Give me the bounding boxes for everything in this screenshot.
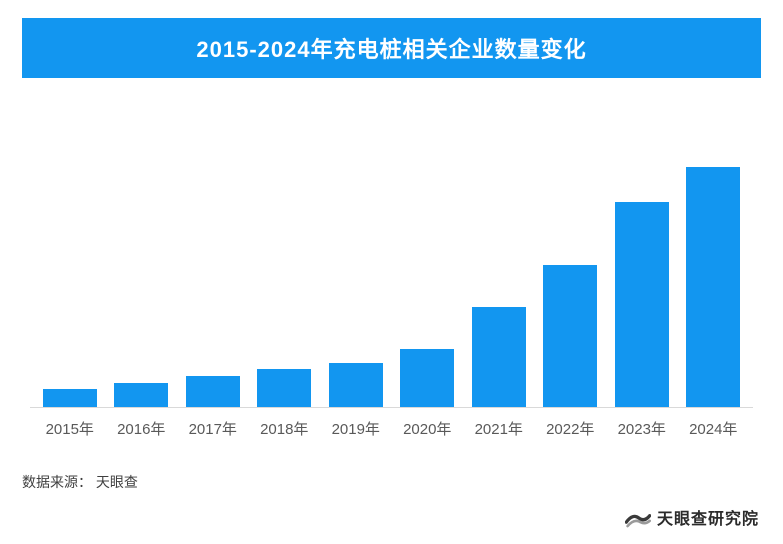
bar [257,369,311,407]
x-axis-label: 2019年 [320,418,392,439]
chart-area: 2015年2016年2017年2018年2019年2020年2021年2022年… [22,108,761,428]
x-axis-label: 2017年 [177,418,249,439]
x-axis-label: 2020年 [392,418,464,439]
brand-watermark: 天眼查研究院 [625,504,759,530]
bar [543,265,597,407]
bar-slot [320,108,392,407]
bar-slot [392,108,464,407]
chart-title-banner: 2015-2024年充电桩相关企业数量变化 [22,18,761,78]
bar-slot [463,108,535,407]
x-axis-label: 2016年 [106,418,178,439]
bar [686,167,740,407]
x-axis-label: 2022年 [535,418,607,439]
x-axis-label: 2021年 [463,418,535,439]
bar-slot [678,108,750,407]
bar [329,363,383,407]
source-prefix: 数据来源： [22,474,92,490]
bar [400,349,454,407]
bar [114,383,168,407]
bar [186,376,240,407]
x-axis-label: 2024年 [678,418,750,439]
bar [615,202,669,407]
bar-slot [535,108,607,407]
x-axis-labels: 2015年2016年2017年2018年2019年2020年2021年2022年… [30,408,753,439]
bar [472,307,526,407]
bars-row [30,108,753,408]
bar-slot [106,108,178,407]
brand-logo-icon [625,504,651,530]
x-axis-label: 2015年 [34,418,106,439]
bar-slot [249,108,321,407]
bar-slot [34,108,106,407]
x-axis-label: 2023年 [606,418,678,439]
brand-text: 天眼查研究院 [657,505,759,529]
source-name: 天眼查 [96,474,138,490]
bar-slot [177,108,249,407]
x-axis-label: 2018年 [249,418,321,439]
bar [43,389,97,407]
data-source-line: 数据来源： 天眼查 [22,472,761,492]
bar-slot [606,108,678,407]
